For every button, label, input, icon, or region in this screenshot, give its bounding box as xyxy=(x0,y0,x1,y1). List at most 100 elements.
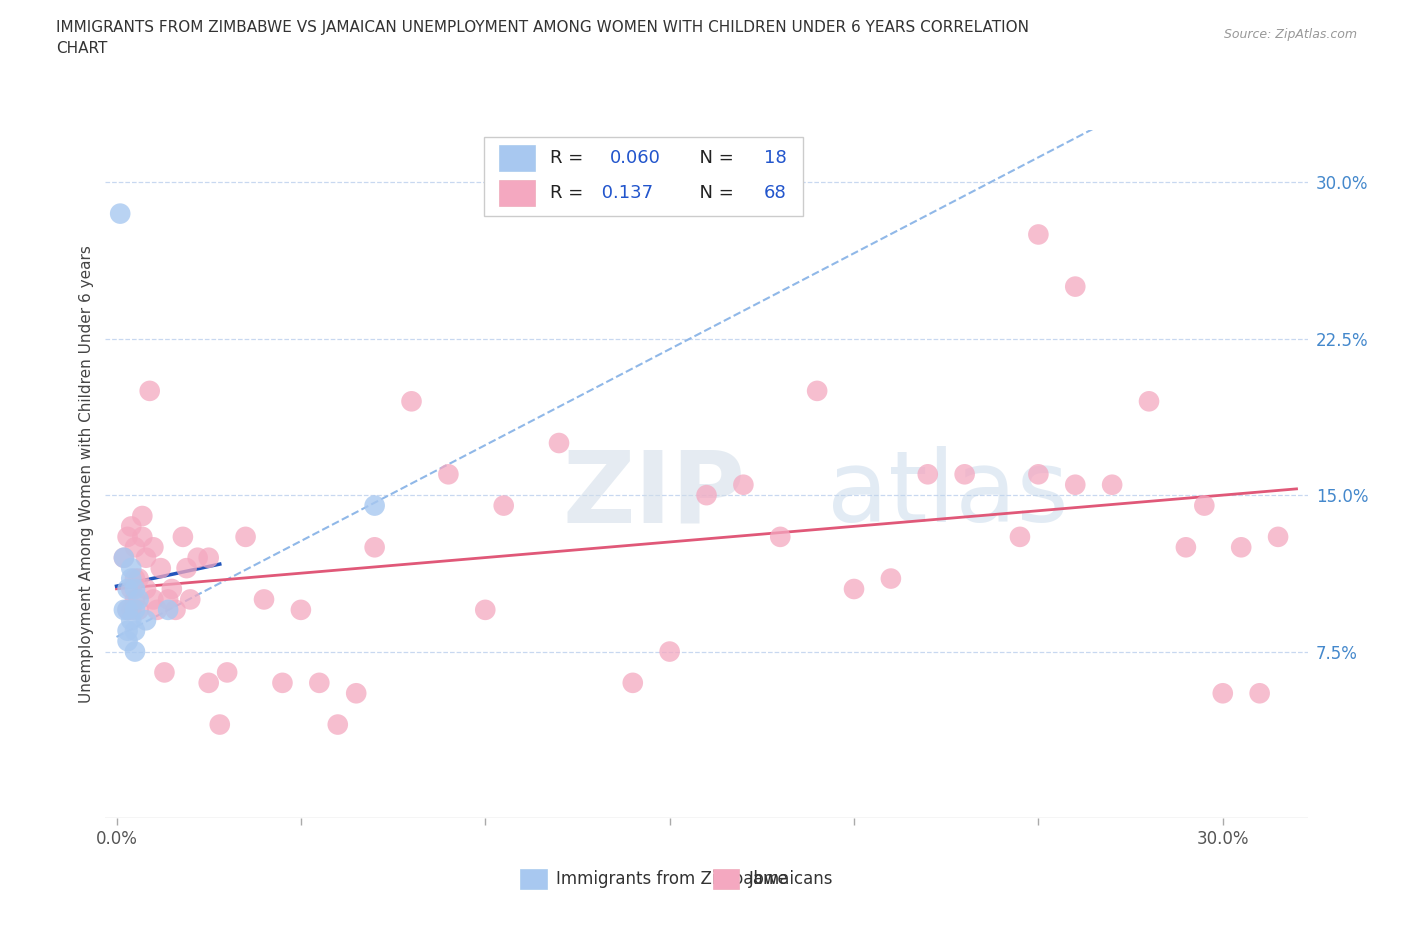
Point xyxy=(172,529,194,544)
Point xyxy=(1249,685,1271,700)
Text: Jamaicans: Jamaicans xyxy=(748,870,834,888)
Text: IMMIGRANTS FROM ZIMBABWE VS JAMAICAN UNEMPLOYMENT AMONG WOMEN WITH CHILDREN UNDE: IMMIGRANTS FROM ZIMBABWE VS JAMAICAN UNE… xyxy=(56,20,1029,35)
Point xyxy=(124,623,146,638)
Point xyxy=(344,685,367,700)
Point xyxy=(696,487,718,502)
Point xyxy=(128,592,150,607)
Point xyxy=(308,675,330,690)
Text: R =: R = xyxy=(550,150,589,167)
Point xyxy=(124,603,146,618)
Point xyxy=(128,571,150,586)
Point xyxy=(548,435,571,450)
Point xyxy=(153,665,176,680)
Point xyxy=(1267,529,1289,544)
Point xyxy=(253,592,276,607)
Point xyxy=(208,717,231,732)
Point xyxy=(271,675,294,690)
Point xyxy=(124,581,146,596)
Point xyxy=(124,539,146,554)
Point xyxy=(117,633,139,648)
Point xyxy=(658,644,681,659)
FancyBboxPatch shape xyxy=(499,179,534,206)
Point xyxy=(124,644,146,659)
Point xyxy=(131,509,153,524)
Point xyxy=(124,571,146,586)
Text: 0.137: 0.137 xyxy=(596,184,652,202)
Point xyxy=(197,675,219,690)
Point xyxy=(117,529,139,544)
Point xyxy=(197,551,219,565)
Point xyxy=(120,519,142,534)
Point xyxy=(1194,498,1216,513)
Point xyxy=(769,529,792,544)
Text: Source: ZipAtlas.com: Source: ZipAtlas.com xyxy=(1223,28,1357,41)
Point xyxy=(187,551,209,565)
FancyBboxPatch shape xyxy=(484,137,803,217)
Point xyxy=(120,571,142,586)
Point xyxy=(733,477,755,492)
Text: CHART: CHART xyxy=(56,41,108,56)
Point xyxy=(1137,394,1160,409)
Point xyxy=(138,383,160,398)
Point xyxy=(217,665,239,680)
Point xyxy=(235,529,257,544)
Point xyxy=(1028,227,1050,242)
Text: 18: 18 xyxy=(765,150,787,167)
Point xyxy=(135,613,157,628)
Point xyxy=(1212,685,1234,700)
Point xyxy=(157,592,180,607)
Point xyxy=(953,467,976,482)
Point xyxy=(117,623,139,638)
Point xyxy=(165,603,187,618)
Point xyxy=(117,581,139,596)
Point xyxy=(120,613,142,628)
Point xyxy=(149,561,172,576)
Point xyxy=(1064,279,1087,294)
Point xyxy=(806,383,828,398)
Point xyxy=(135,581,157,596)
Text: ZIP: ZIP xyxy=(562,446,745,543)
Point xyxy=(363,539,385,554)
Text: Immigrants from Zimbabwe: Immigrants from Zimbabwe xyxy=(557,870,787,888)
Point xyxy=(492,498,515,513)
Point xyxy=(112,551,135,565)
FancyBboxPatch shape xyxy=(520,869,547,889)
FancyBboxPatch shape xyxy=(713,869,740,889)
Text: 68: 68 xyxy=(765,184,787,202)
FancyBboxPatch shape xyxy=(499,145,534,171)
Point xyxy=(1028,467,1050,482)
Point xyxy=(135,551,157,565)
Point xyxy=(179,592,201,607)
Point xyxy=(437,467,460,482)
Point xyxy=(124,592,146,607)
Point xyxy=(401,394,423,409)
Point xyxy=(1230,539,1253,554)
Point xyxy=(1064,477,1087,492)
Point xyxy=(112,603,135,618)
Text: N =: N = xyxy=(689,150,740,167)
Point xyxy=(160,581,183,596)
Point xyxy=(1174,539,1197,554)
Point xyxy=(157,603,180,618)
Point xyxy=(1008,529,1031,544)
Text: atlas: atlas xyxy=(827,446,1069,543)
Point xyxy=(108,206,131,221)
Point xyxy=(326,717,349,732)
Point xyxy=(842,581,865,596)
Point xyxy=(120,603,142,618)
Point xyxy=(917,467,939,482)
Point xyxy=(142,539,165,554)
Point xyxy=(142,592,165,607)
Point xyxy=(112,551,135,565)
Y-axis label: Unemployment Among Women with Children Under 6 years: Unemployment Among Women with Children U… xyxy=(79,246,94,703)
Point xyxy=(363,498,385,513)
Text: N =: N = xyxy=(689,184,740,202)
Point xyxy=(131,529,153,544)
Text: 0.060: 0.060 xyxy=(610,150,661,167)
Point xyxy=(176,561,198,576)
Point xyxy=(128,603,150,618)
Point xyxy=(880,571,903,586)
Point xyxy=(120,581,142,596)
Point xyxy=(117,603,139,618)
Text: R =: R = xyxy=(550,184,589,202)
